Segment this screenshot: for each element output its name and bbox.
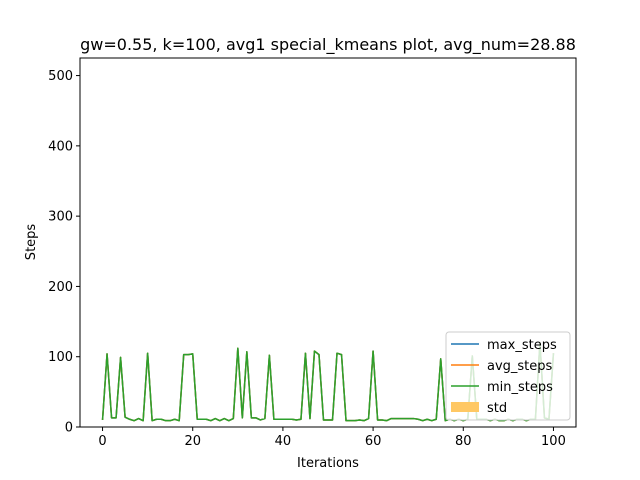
y-axis: 0 100 200 300 400 500 <box>48 69 80 436</box>
y-tick-label: 400 <box>48 139 73 154</box>
y-tick-label: 100 <box>48 350 73 365</box>
x-tick-label: 80 <box>455 434 472 449</box>
y-tick-label: 0 <box>65 421 73 436</box>
chart-title: gw=0.55, k=100, avg1 special_kmeans plot… <box>80 35 576 55</box>
axes-frame <box>79 57 577 428</box>
x-tick-label: 40 <box>275 434 292 449</box>
legend-label-min-steps: min_steps <box>487 380 553 395</box>
y-tick-label: 500 <box>48 69 73 84</box>
y-tick-label: 300 <box>48 210 73 225</box>
x-axis: 0 20 40 60 80 100 <box>98 427 566 449</box>
x-axis-label: Iterations <box>297 456 359 471</box>
y-tick-label: 200 <box>48 280 73 295</box>
x-tick-label: 0 <box>98 434 106 449</box>
legend-box <box>445 331 571 421</box>
y-axis-label: Steps <box>24 224 39 261</box>
x-tick-label: 20 <box>184 434 201 449</box>
legend-label-std: std <box>487 401 507 416</box>
legend-label-avg-steps: avg_steps <box>487 359 553 374</box>
legend-swatch-std <box>451 402 479 412</box>
legend-label-max-steps: max_steps <box>487 338 557 353</box>
x-tick-label: 100 <box>541 434 566 449</box>
x-tick-label: 60 <box>365 434 382 449</box>
